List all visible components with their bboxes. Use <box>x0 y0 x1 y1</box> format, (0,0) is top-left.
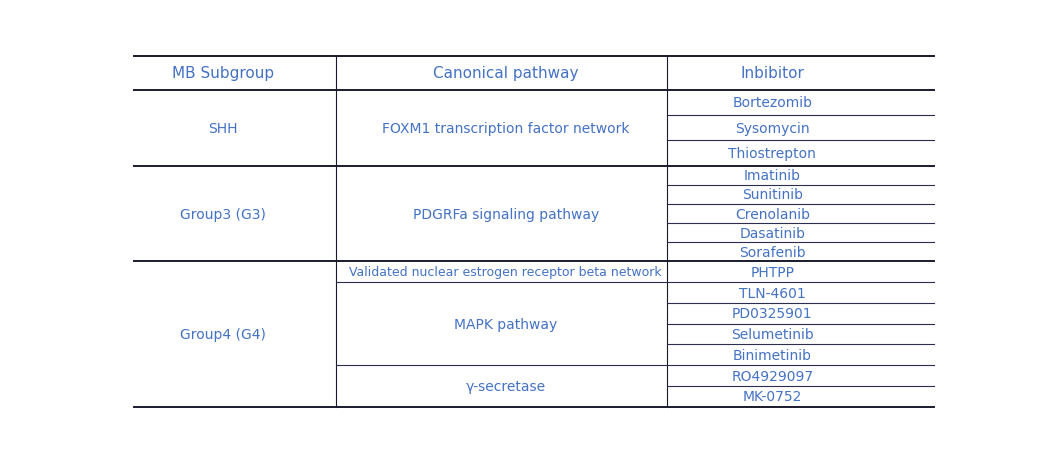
Text: MK-0752: MK-0752 <box>743 389 802 403</box>
Text: RO4929097: RO4929097 <box>731 369 814 383</box>
Text: TLN-4601: TLN-4601 <box>739 286 805 300</box>
Text: MB Subgroup: MB Subgroup <box>172 66 274 81</box>
Text: PHTPP: PHTPP <box>750 265 794 279</box>
Text: Bortezomib: Bortezomib <box>733 96 813 110</box>
Text: Imatinib: Imatinib <box>744 169 800 183</box>
Text: Validated nuclear estrogen receptor beta network: Validated nuclear estrogen receptor beta… <box>349 266 662 279</box>
Text: Canonical pathway: Canonical pathway <box>433 66 578 81</box>
Text: PDGRFa signaling pathway: PDGRFa signaling pathway <box>413 207 599 221</box>
Text: γ-secretase: γ-secretase <box>466 379 546 393</box>
Text: Thiostrepton: Thiostrepton <box>728 147 816 161</box>
Text: Group4 (G4): Group4 (G4) <box>180 327 266 341</box>
Text: Sorafenib: Sorafenib <box>739 245 805 259</box>
Text: Sunitinib: Sunitinib <box>742 188 802 202</box>
Text: Group3 (G3): Group3 (G3) <box>180 207 266 221</box>
Text: Binimetinib: Binimetinib <box>733 348 812 362</box>
Text: Dasatinib: Dasatinib <box>739 226 805 240</box>
Text: MAPK pathway: MAPK pathway <box>454 317 557 331</box>
Text: SHH: SHH <box>208 122 238 135</box>
Text: Sysomycin: Sysomycin <box>735 122 810 135</box>
Text: PD0325901: PD0325901 <box>731 307 813 320</box>
Text: Crenolanib: Crenolanib <box>735 207 810 221</box>
Text: FOXM1 transcription factor network: FOXM1 transcription factor network <box>382 122 629 135</box>
Text: Selumetinib: Selumetinib <box>730 327 814 341</box>
Text: Inbibitor: Inbibitor <box>740 66 804 81</box>
